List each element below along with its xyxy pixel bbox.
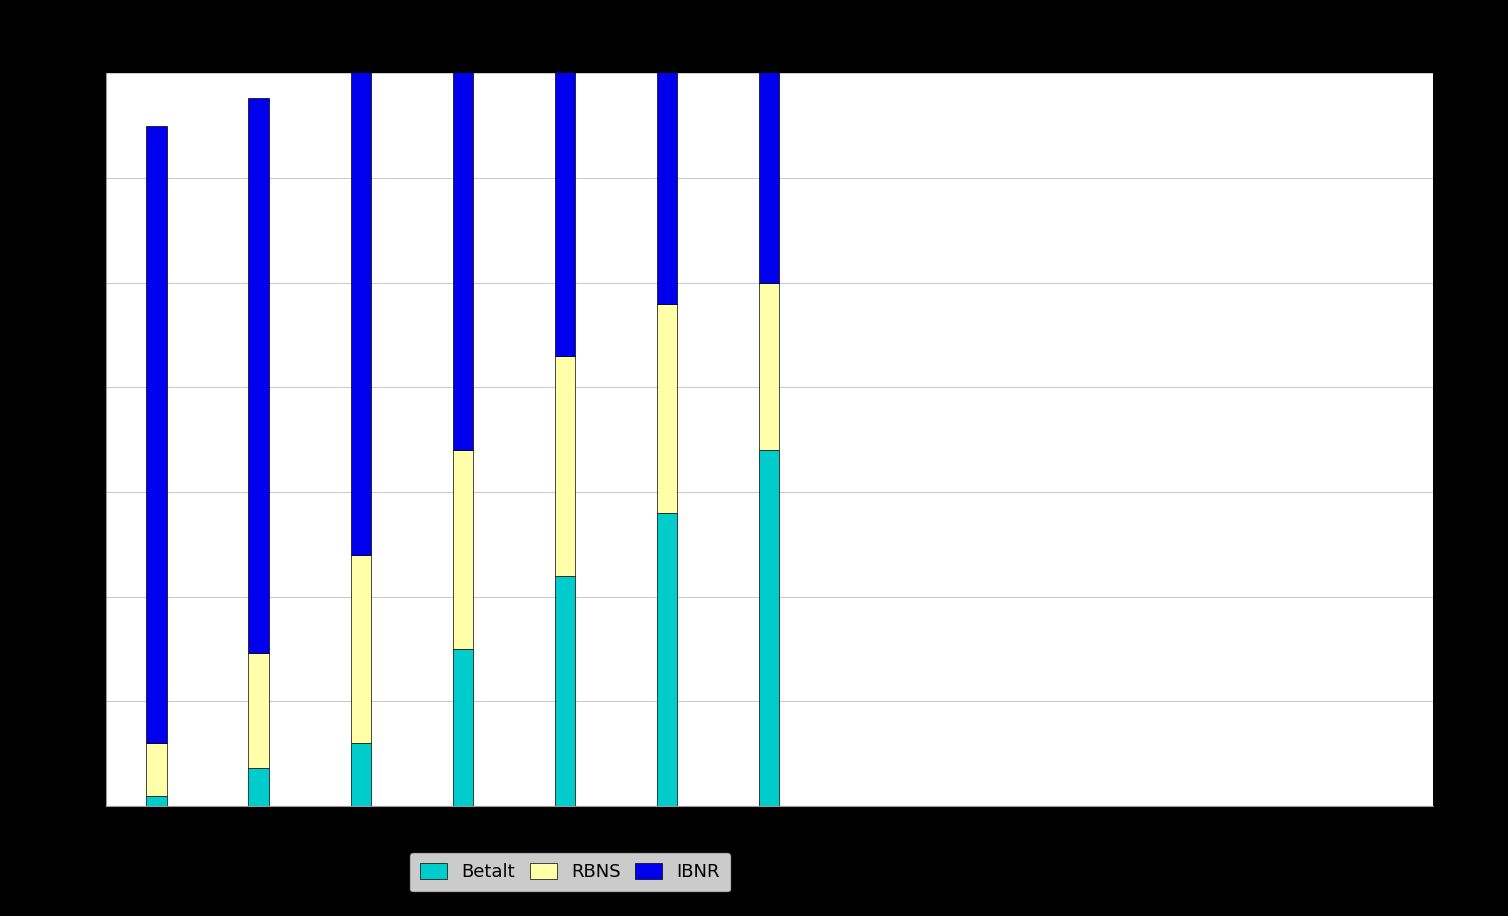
Legend: Betalt, RBNS, IBNR: Betalt, RBNS, IBNR <box>409 853 731 892</box>
Bar <box>657 0 677 303</box>
Bar <box>452 649 474 806</box>
Bar <box>350 21 371 555</box>
Bar <box>146 125 167 743</box>
Bar <box>350 555 371 743</box>
Bar <box>249 653 268 769</box>
Bar <box>452 0 474 450</box>
Bar <box>555 356 575 576</box>
Bar <box>555 576 575 806</box>
Bar <box>146 743 167 796</box>
Bar <box>249 769 268 806</box>
Bar <box>249 98 268 653</box>
Bar <box>555 0 575 356</box>
Bar <box>759 283 780 450</box>
Bar <box>759 31 780 283</box>
Bar <box>452 450 474 649</box>
Bar <box>350 743 371 806</box>
Bar <box>759 450 780 806</box>
Bar <box>146 796 167 806</box>
Bar <box>657 513 677 806</box>
Bar <box>657 303 677 513</box>
